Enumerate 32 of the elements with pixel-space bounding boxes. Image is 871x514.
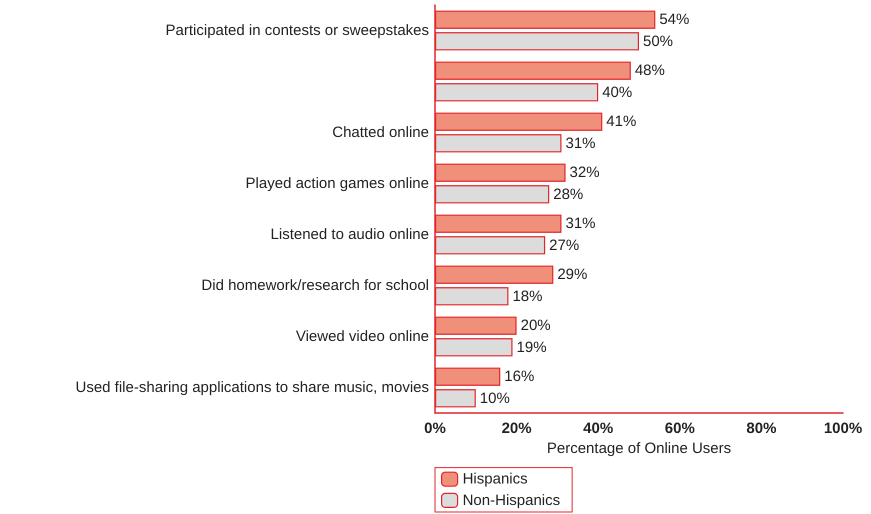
data-label: 31% xyxy=(565,215,596,232)
data-label: 16% xyxy=(504,368,534,386)
legend-label: Hispanics xyxy=(462,470,528,488)
y-tick-label: Used file-sharing applications to share music, movies xyxy=(76,379,429,396)
x-axis-title: Percentage of Online Users xyxy=(546,440,732,457)
y-tick-label: Listened to audio online xyxy=(270,226,429,243)
data-label: 20% xyxy=(520,317,551,334)
data-label: 19% xyxy=(516,338,547,356)
data-label: 27% xyxy=(549,236,580,254)
data-label: 41% xyxy=(606,113,636,130)
data-label: 32% xyxy=(570,164,600,182)
y-tick-label: Chatted online xyxy=(332,124,429,141)
y-tick-label: Played action games online xyxy=(246,175,429,192)
data-label: 28% xyxy=(553,186,584,203)
x-tick-label: 60% xyxy=(664,420,695,437)
data-label: 40% xyxy=(602,84,632,101)
y-tick-label: Viewed video online xyxy=(296,328,429,345)
x-tick-label: 20% xyxy=(502,420,532,437)
data-label: 54% xyxy=(659,11,690,28)
data-label: 31% xyxy=(565,134,596,152)
x-tick-label: 40% xyxy=(583,420,614,437)
data-label: 48% xyxy=(634,62,665,80)
x-tick-label: 100% xyxy=(824,420,862,437)
data-label: 29% xyxy=(557,266,588,284)
data-label: 50% xyxy=(643,32,674,50)
legend-label: Non-Hispanics xyxy=(462,492,560,509)
x-tick-label: 80% xyxy=(746,420,776,437)
y-tick-label: Did homework/research for school xyxy=(201,277,429,294)
x-tick-label: 0% xyxy=(424,420,446,437)
data-label: 18% xyxy=(512,288,542,305)
y-tick-label: Participated in contests or sweepstakes xyxy=(166,22,429,39)
data-label: 10% xyxy=(480,390,510,407)
